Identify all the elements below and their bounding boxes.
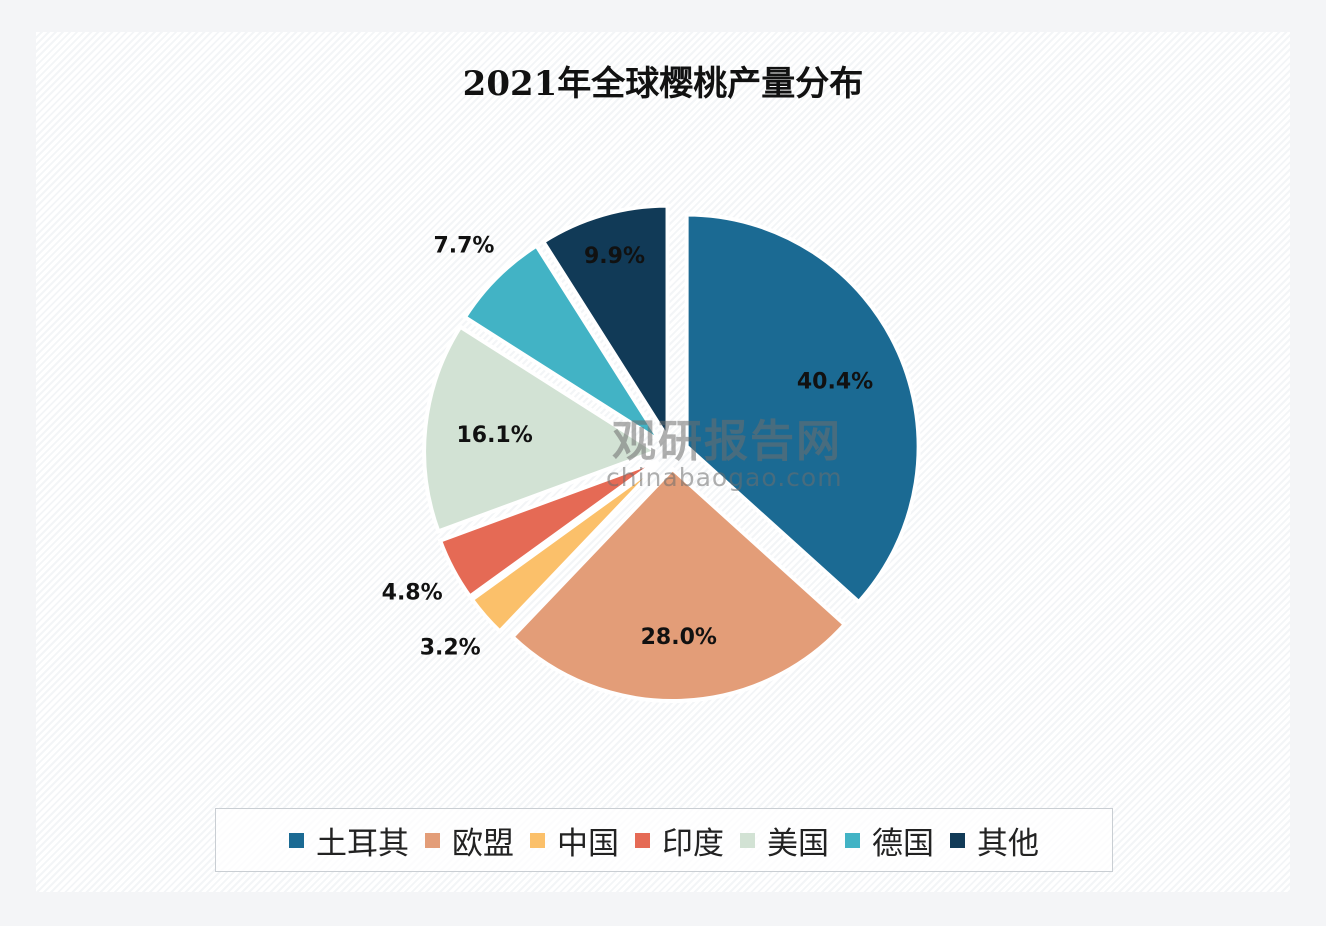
watermark-url: chinabaogao.com bbox=[606, 463, 843, 492]
data-label: 40.4% bbox=[797, 370, 873, 395]
legend: 土耳其 欧盟 中国 印度 美国 德国 其他 bbox=[215, 808, 1113, 872]
legend-swatch bbox=[530, 832, 545, 848]
legend-swatch bbox=[425, 832, 440, 848]
data-label: 7.7% bbox=[433, 234, 494, 259]
legend-swatch bbox=[950, 832, 965, 848]
data-label: 4.8% bbox=[382, 580, 443, 605]
legend-item: 土耳其 bbox=[289, 818, 409, 863]
legend-item: 其他 bbox=[950, 818, 1039, 863]
pie-slice bbox=[540, 203, 670, 445]
chart-card bbox=[36, 32, 1290, 892]
pie-slice bbox=[437, 458, 660, 600]
legend-label: 印度 bbox=[662, 825, 724, 862]
legend-item: 中国 bbox=[530, 818, 619, 863]
pie-slice bbox=[462, 242, 663, 444]
pie-slice bbox=[509, 466, 848, 703]
legend-item: 德国 bbox=[845, 818, 934, 863]
legend-swatch bbox=[740, 832, 755, 848]
legend-swatch bbox=[635, 832, 650, 848]
legend-swatch bbox=[289, 832, 304, 848]
legend-label: 土耳其 bbox=[316, 825, 409, 862]
legend-swatch bbox=[845, 832, 860, 848]
legend-label: 欧盟 bbox=[452, 825, 514, 862]
legend-label: 美国 bbox=[767, 825, 829, 862]
pie-slice bbox=[684, 212, 921, 605]
legend-label: 德国 bbox=[872, 825, 934, 862]
watermark-logo-text: 观研报告网 bbox=[612, 416, 842, 467]
legend-item: 印度 bbox=[635, 818, 724, 863]
chart-title: 2021年全球樱桃产量分布 bbox=[462, 64, 864, 104]
legend-label: 其他 bbox=[977, 825, 1039, 862]
data-label: 28.0% bbox=[641, 625, 717, 650]
data-label: 9.9% bbox=[584, 244, 645, 269]
legend-label: 中国 bbox=[557, 825, 619, 862]
pie-slice bbox=[469, 461, 662, 635]
data-label: 16.1% bbox=[456, 423, 532, 448]
legend-item: 欧盟 bbox=[425, 818, 514, 863]
legend-item: 美国 bbox=[740, 818, 829, 863]
data-label: 3.2% bbox=[420, 636, 481, 661]
pie-slice bbox=[422, 324, 661, 534]
